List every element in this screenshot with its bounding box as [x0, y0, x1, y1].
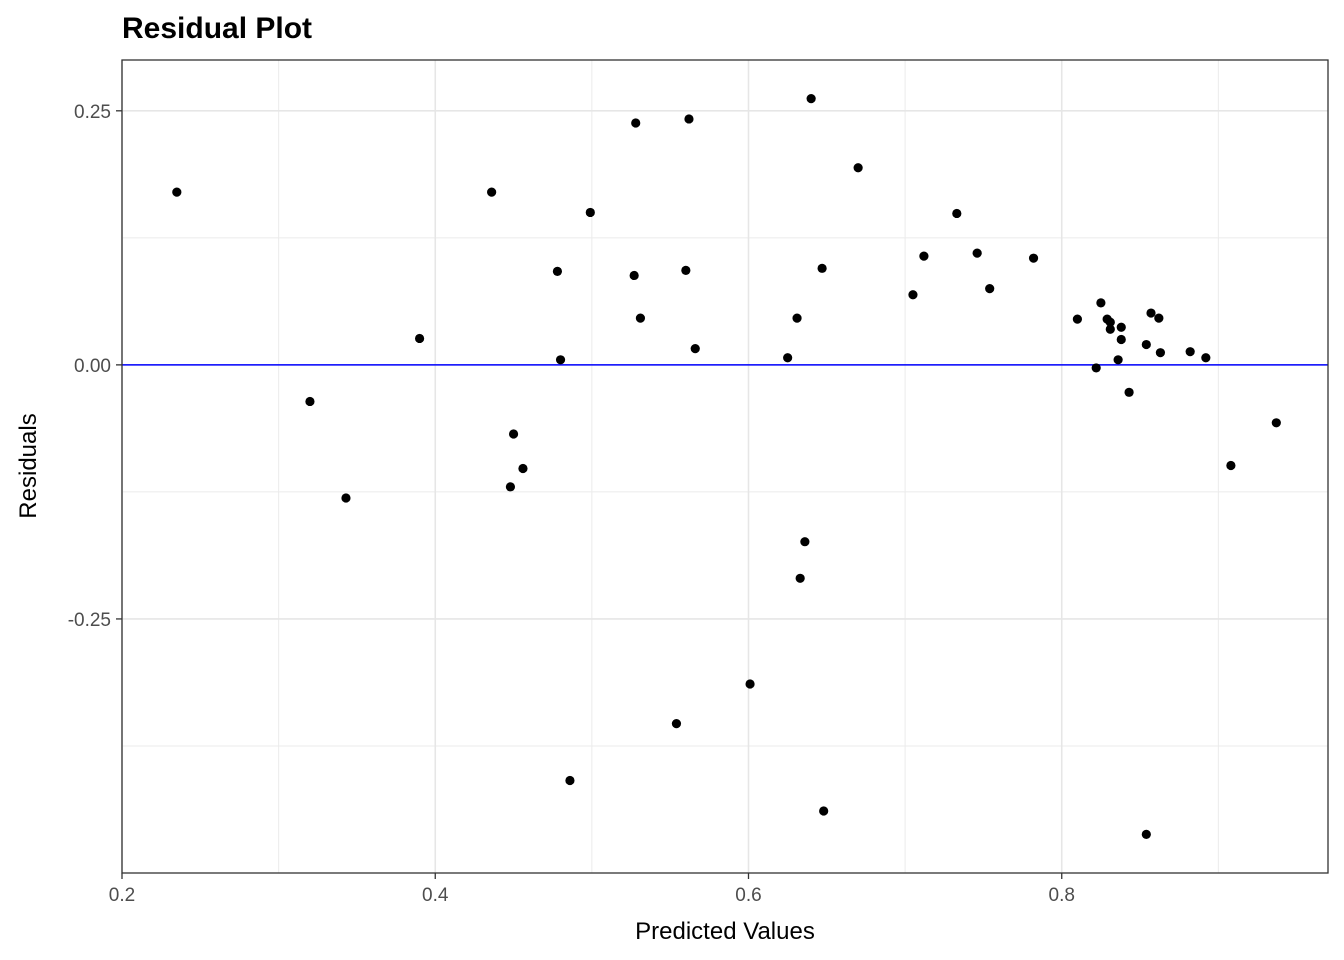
data-point [1141, 829, 1151, 839]
x-axis-title: Predicted Values [635, 918, 815, 945]
data-point [585, 207, 595, 218]
data-point [1271, 418, 1281, 428]
x-axis-ticks: 0.2 0.4 0.6 0.8 [109, 873, 1075, 906]
data-point [853, 163, 863, 173]
data-point [1141, 339, 1151, 350]
x-tick-label: 0.2 [109, 885, 135, 906]
data-point [985, 284, 995, 294]
data-point [919, 251, 929, 261]
data-point [1072, 314, 1083, 324]
data-point [1154, 313, 1164, 323]
data-point [671, 719, 682, 729]
data-point [1028, 253, 1039, 263]
data-point [908, 290, 918, 300]
data-point [783, 353, 793, 363]
data-point [565, 775, 575, 786]
minor-grid [122, 60, 1328, 873]
data-point [972, 248, 982, 258]
data-point [1116, 334, 1126, 345]
data-point [819, 806, 829, 816]
data-point [800, 537, 810, 547]
panel-border [121, 59, 1329, 874]
data-point [1105, 324, 1115, 334]
data-point [681, 265, 691, 275]
data-point [1091, 363, 1101, 373]
data-point [1096, 298, 1106, 308]
data-point [1185, 347, 1195, 357]
data-point [806, 94, 816, 104]
y-tick-label: 0.00 [74, 356, 111, 377]
data-point [1226, 460, 1236, 471]
data-point [1146, 308, 1156, 318]
data-point [635, 313, 646, 323]
major-grid [121, 60, 1328, 873]
y-axis-title: Residuals [15, 413, 42, 518]
data-point [745, 679, 755, 689]
chart-title: Residual Plot [122, 12, 312, 45]
y-axis-ticks: 0.25 0.00 -0.25 [68, 102, 122, 631]
data-point [1116, 322, 1126, 332]
data-point [414, 333, 425, 344]
y-tick-label: -0.25 [68, 610, 111, 631]
data-point [555, 355, 566, 365]
data-point [631, 118, 641, 128]
x-tick-label: 0.6 [735, 885, 761, 906]
y-tick-label: 0.25 [74, 102, 111, 123]
data-point [629, 270, 639, 281]
x-tick-label: 0.4 [422, 885, 449, 906]
data-point [690, 344, 700, 354]
data-point [487, 187, 497, 197]
data-point [1155, 348, 1166, 358]
data-point [1201, 353, 1211, 363]
data-point [817, 263, 827, 273]
data-point [552, 266, 563, 276]
data-point [508, 429, 519, 439]
data-point [172, 187, 182, 197]
x-tick-label: 0.8 [1049, 885, 1075, 906]
data-point [518, 463, 528, 474]
data-point [1105, 317, 1115, 327]
data-points [172, 94, 1281, 839]
data-point [1113, 355, 1123, 365]
data-point [792, 313, 802, 323]
data-point [341, 493, 351, 503]
data-point [305, 396, 315, 407]
data-point [684, 114, 694, 124]
data-point [505, 482, 516, 492]
data-point [1124, 387, 1134, 397]
data-point [952, 208, 962, 219]
data-point [795, 573, 805, 583]
